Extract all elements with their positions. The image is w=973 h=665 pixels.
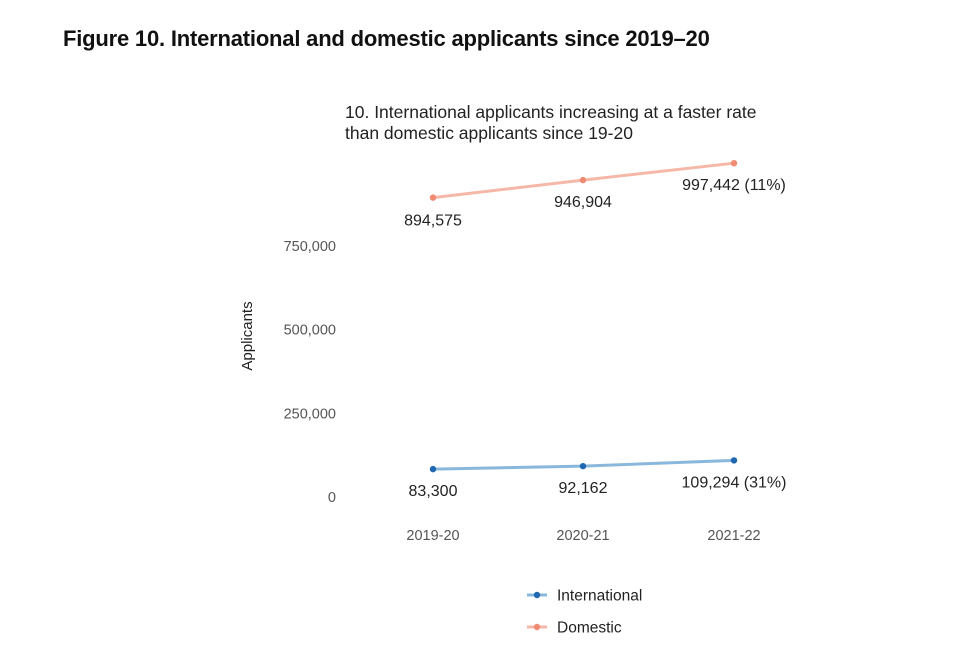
x-axis-ticks: 2019-20 2020-21 2021-22: [406, 528, 760, 544]
y-tick-label: 250,000: [284, 406, 336, 422]
data-point: [579, 176, 587, 184]
series-domestic: 894,575 946,904 997,442 (11%): [404, 159, 786, 230]
chart-title: 10. International applicants increasing …: [345, 102, 757, 143]
data-point: [579, 462, 587, 470]
legend: International Domestic: [527, 588, 642, 637]
data-label: 83,300: [409, 483, 458, 500]
y-tick-label: 750,000: [284, 239, 336, 255]
legend-swatch-marker: [533, 623, 541, 631]
legend-item-domestic: Domestic: [527, 620, 622, 637]
data-label: 997,442 (11%): [682, 177, 786, 194]
data-point: [730, 457, 738, 464]
legend-label: International: [557, 588, 642, 605]
y-tick-label: 500,000: [284, 323, 336, 339]
y-axis-label: Applicants: [239, 301, 256, 370]
y-axis-ticks: 0 250,000 500,000 750,000: [284, 239, 336, 506]
figure-title: Figure 10. International and domestic ap…: [63, 26, 710, 51]
series-group: 83,300 92,162 109,294 (31%) 894,575 946,904 9…: [404, 159, 787, 500]
x-tick-label: 2020-21: [556, 528, 609, 544]
legend-label: Domestic: [557, 620, 622, 637]
legend-swatch-marker: [533, 591, 541, 599]
data-point: [429, 194, 437, 201]
y-tick-label: 0: [328, 490, 336, 506]
data-label: 946,904: [554, 194, 612, 211]
x-tick-label: 2019-20: [406, 528, 459, 544]
data-label: 894,575: [404, 213, 462, 230]
x-tick-label: 2021-22: [707, 528, 760, 544]
legend-item-international: International: [527, 588, 642, 605]
data-point: [730, 159, 738, 167]
series-international: 83,300 92,162 109,294 (31%): [409, 457, 787, 500]
data-point: [429, 465, 437, 473]
data-label: 109,294 (31%): [682, 474, 787, 491]
data-label: 92,162: [559, 480, 608, 497]
